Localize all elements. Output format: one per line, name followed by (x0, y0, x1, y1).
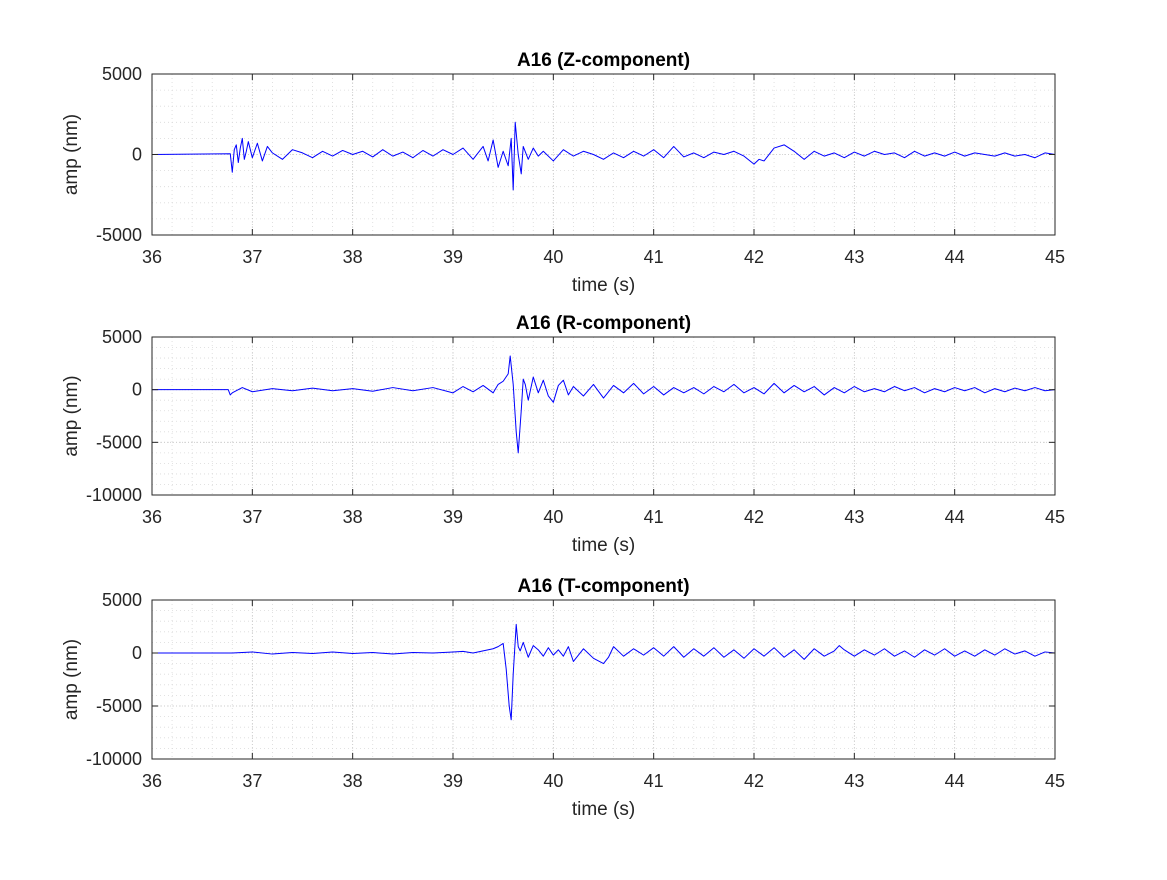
x-tick-label: 45 (1045, 507, 1065, 527)
plot-area (152, 600, 1055, 759)
y-axis-label: amp (nm) (61, 639, 82, 720)
x-tick-label: 40 (543, 247, 563, 267)
x-tick-label: 44 (945, 247, 965, 267)
x-tick-label: 39 (443, 507, 463, 527)
x-tick-label: 40 (543, 771, 563, 791)
x-tick-label: 45 (1045, 247, 1065, 267)
y-tick-label: -5000 (96, 696, 142, 716)
x-tick-label: 43 (844, 771, 864, 791)
series-line-1 (152, 355, 1056, 454)
x-tick-label: 39 (443, 771, 463, 791)
x-tick-label: 43 (844, 247, 864, 267)
y-tick-label: 5000 (102, 327, 142, 347)
x-tick-label: 36 (142, 247, 162, 267)
x-tick-label: 42 (744, 247, 764, 267)
x-tick-label: 41 (644, 771, 664, 791)
y-tick-label: 0 (132, 380, 142, 400)
chart-title: A16 (T-component) (517, 576, 689, 597)
x-tick-label: 37 (242, 507, 262, 527)
y-tick-label: -5000 (96, 432, 142, 452)
y-axis-label: amp (nm) (61, 375, 82, 456)
x-tick-label: 36 (142, 507, 162, 527)
series-line-1 (151, 121, 1056, 191)
series-line-1 (152, 623, 1056, 721)
y-tick-label: 0 (132, 145, 142, 165)
axes-box (151, 336, 1056, 496)
subplot-2: 36 37 38 39 40 41 42 43 44 45 -10000 -5000 0 5000 A16 … (61, 313, 1065, 556)
x-tick-label: 40 (543, 507, 563, 527)
chart-title: A16 (Z-component) (517, 50, 690, 71)
x-tick-label: 37 (242, 771, 262, 791)
y-tick-label: 0 (132, 643, 142, 663)
x-tick-label: 41 (644, 247, 664, 267)
x-axis-label: time (s) (572, 535, 635, 556)
x-tick-label: 42 (744, 771, 764, 791)
x-tick-label: 39 (443, 247, 463, 267)
x-tick-label: 36 (142, 771, 162, 791)
x-tick-label: 38 (343, 771, 363, 791)
y-axis-label: amp (nm) (61, 114, 82, 195)
x-tick-label: 43 (844, 507, 864, 527)
x-tick-label: 42 (744, 507, 764, 527)
y-tick-label: -10000 (86, 749, 142, 769)
y-tick-label: -10000 (86, 485, 142, 505)
x-axis-label: time (s) (572, 799, 635, 820)
x-tick-label: 37 (242, 247, 262, 267)
y-tick-label: 5000 (102, 590, 142, 610)
x-tick-label: 44 (945, 507, 965, 527)
x-tick-label: 41 (644, 507, 664, 527)
y-tick-label: 5000 (102, 64, 142, 84)
subplot-1: 36 37 38 39 40 41 42 43 44 45 -5000 0 5000 A16 (Z-com… (61, 50, 1065, 296)
x-tick-label: 38 (343, 247, 363, 267)
x-tick-label: 45 (1045, 771, 1065, 791)
chart-title: A16 (R-component) (516, 313, 691, 334)
x-axis-label: time (s) (572, 275, 635, 296)
x-tick-label: 44 (945, 771, 965, 791)
subplot-3: 36 37 38 39 40 41 42 43 44 45 -10000 -5000 0 5000 A16 … (61, 576, 1065, 820)
x-tick-label: 38 (343, 507, 363, 527)
plot-area (152, 337, 1055, 495)
y-tick-label: -5000 (96, 225, 142, 245)
axes-box (151, 599, 1056, 760)
